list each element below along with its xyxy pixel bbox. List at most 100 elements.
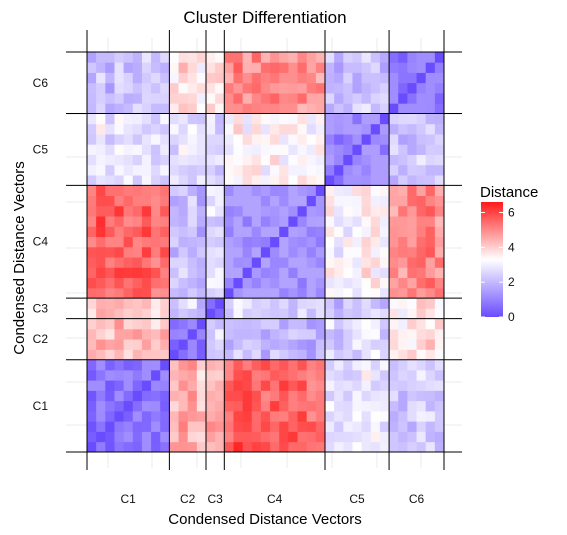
heatmap-cell [407, 308, 417, 320]
heatmap-cell [178, 267, 189, 279]
heatmap-cell [306, 287, 317, 299]
heatmap-cell [306, 113, 317, 125]
x-tick-label: C4 [267, 492, 283, 506]
heatmap-cell [389, 359, 399, 371]
heatmap-cell [361, 380, 372, 391]
heatmap-cell [187, 298, 198, 309]
heatmap-cell [215, 134, 225, 145]
heatmap-cell [151, 410, 161, 422]
heatmap-cell [114, 277, 125, 289]
heatmap-cell [87, 236, 97, 248]
heatmap-cell [361, 62, 372, 73]
heatmap-cell [288, 400, 298, 412]
heatmap-cell [169, 369, 179, 381]
heatmap-cell [196, 103, 207, 114]
heatmap-cell [407, 349, 417, 361]
heatmap-cell [169, 410, 179, 422]
heatmap-cell [370, 164, 381, 176]
heatmap-cell [306, 195, 317, 207]
heatmap-cell [352, 82, 363, 94]
heatmap-cell [407, 277, 417, 289]
heatmap-cell [160, 62, 170, 73]
heatmap-cell [141, 339, 152, 350]
heatmap-cell [334, 236, 344, 248]
heatmap-cell [233, 93, 244, 104]
heatmap-cell [325, 431, 335, 443]
heatmap-cell [389, 267, 399, 279]
heatmap-cell [389, 195, 399, 207]
heatmap-cell [297, 226, 308, 238]
heatmap-cell [398, 195, 408, 207]
heatmap-cell [169, 236, 179, 248]
heatmap-cell [178, 52, 189, 63]
heatmap-cell [325, 113, 335, 125]
heatmap-cell [96, 175, 106, 186]
heatmap-cell [206, 175, 216, 186]
heatmap-cell [251, 390, 262, 402]
heatmap-cell [242, 236, 253, 248]
heatmap-cell [114, 328, 125, 340]
heatmap-cell [425, 349, 436, 361]
heatmap-cell [434, 359, 445, 371]
heatmap-cell [434, 287, 445, 299]
heatmap-cell [215, 328, 225, 340]
heatmap-cell [361, 421, 372, 432]
heatmap-cell [270, 328, 280, 340]
heatmap-cell [288, 113, 298, 125]
heatmap-cell [224, 236, 234, 248]
heatmap-cell [160, 339, 170, 350]
heatmap-cell [123, 400, 134, 412]
heatmap-cell [434, 93, 445, 104]
heatmap-cell [297, 349, 308, 361]
heatmap-cell [178, 318, 189, 330]
heatmap-cell [96, 246, 106, 258]
heatmap-cell [279, 144, 289, 155]
heatmap-cell [398, 123, 408, 135]
heatmap-cell [233, 369, 244, 381]
heatmap-cell [132, 62, 143, 73]
heatmap-cell [114, 113, 125, 125]
heatmap-cell [114, 236, 125, 248]
heatmap-cell [178, 123, 189, 135]
heatmap-cell [160, 257, 170, 268]
heatmap-cell [123, 431, 134, 443]
heatmap-cell [407, 236, 417, 248]
heatmap-cell [206, 308, 216, 320]
heatmap-cell [87, 103, 97, 114]
heatmap-cell [343, 277, 353, 289]
heatmap-cell [416, 246, 427, 258]
heatmap-cell [242, 134, 253, 145]
heatmap-cell [105, 123, 115, 135]
heatmap-cell [123, 216, 134, 227]
heatmap-cell [242, 380, 253, 391]
heatmap-cell [242, 359, 253, 371]
heatmap-cell [434, 205, 445, 217]
heatmap-cell [123, 410, 134, 422]
heatmap-cell [187, 359, 198, 371]
heatmap-cell [343, 144, 353, 155]
heatmap-cell [270, 277, 280, 289]
heatmap-cell [233, 298, 244, 309]
heatmap-cell [334, 339, 344, 350]
heatmap-cell [288, 369, 298, 381]
heatmap-cell [270, 246, 280, 258]
heatmap-cell [407, 164, 417, 176]
heatmap-cell [242, 308, 253, 320]
heatmap-cell [141, 82, 152, 94]
heatmap-cell [260, 195, 271, 207]
heatmap-cell [297, 236, 308, 248]
heatmap-cell [270, 93, 280, 104]
heatmap-cell [260, 267, 271, 279]
heatmap-cell [196, 257, 207, 268]
heatmap-cell [315, 349, 326, 361]
heatmap-cell [233, 72, 244, 84]
heatmap-cell [306, 339, 317, 350]
heatmap-cell [160, 175, 170, 186]
heatmap-cell [187, 236, 198, 248]
heatmap-cell [389, 103, 399, 114]
heatmap-cell [132, 103, 143, 114]
heatmap-cell [233, 257, 244, 268]
heatmap-cell [315, 308, 326, 320]
heatmap-cell [343, 216, 353, 227]
heatmap-cell [279, 154, 289, 166]
